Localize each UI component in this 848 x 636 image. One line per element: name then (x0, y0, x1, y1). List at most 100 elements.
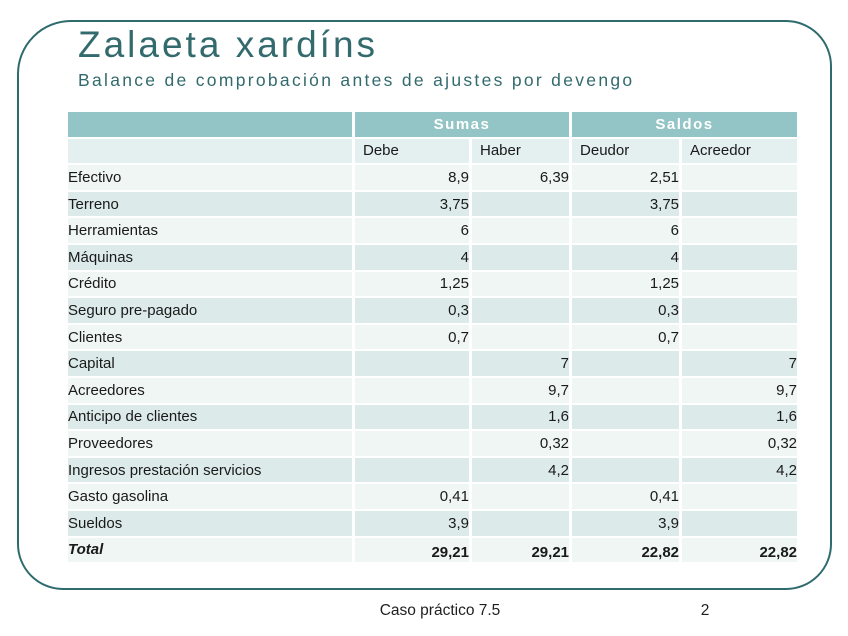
haber-cell: 1,6 (472, 404, 573, 432)
debe-cell: 0,7 (355, 324, 472, 352)
table-row: Seguro pre-pagado 0,3 0,3 (68, 298, 798, 325)
haber-cell: 6,39 (472, 165, 573, 192)
deudor-cell: 3,75 (572, 191, 683, 219)
deudor-cell: 0,7 (572, 324, 683, 352)
acreedor-cell (682, 324, 798, 352)
acreedor-cell (682, 271, 798, 299)
account-cell: Máquinas (68, 244, 355, 272)
deudor-cell: 3,9 (572, 510, 683, 538)
table-row: Anticipo de clientes 1,6 1,6 (68, 404, 798, 432)
acreedor-cell (682, 298, 798, 325)
haber-cell (472, 484, 573, 511)
account-cell: Anticipo de clientes (68, 404, 355, 432)
account-cell: Gasto gasolina (68, 484, 355, 511)
table-body: Efectivo 8,9 6,39 2,51 Terreno 3,75 3,75 Herram… (68, 165, 798, 565)
haber-cell: 29,21 (472, 537, 573, 565)
acreedor-cell: 4,2 (682, 457, 798, 485)
group-header-saldos: Saldos (572, 112, 798, 139)
debe-cell (355, 431, 472, 458)
acreedor-cell (682, 165, 798, 192)
table-row: Máquinas 4 4 (68, 244, 798, 272)
debe-cell: 6 (355, 218, 472, 245)
haber-cell: 0,32 (472, 431, 573, 458)
debe-cell (355, 457, 472, 485)
deudor-cell (572, 351, 683, 378)
trial-balance-table: Sumas Saldos Debe Haber Deudor Acreedor Efect… (68, 112, 798, 565)
debe-cell: 0,3 (355, 298, 472, 325)
account-cell: Capital (68, 351, 355, 378)
account-cell: Clientes (68, 324, 355, 352)
debe-cell (355, 404, 472, 432)
acreedor-cell (682, 191, 798, 219)
debe-cell: 8,9 (355, 165, 472, 192)
table-header: Sumas Saldos Debe Haber Deudor Acreedor (68, 112, 798, 166)
slide-subtitle: Balance de comprobación antes de ajustes… (78, 70, 635, 90)
haber-cell (472, 271, 573, 299)
column-header-haber: Haber (472, 138, 573, 166)
slide-border-frame (17, 20, 832, 590)
page-number: 2 (700, 602, 710, 619)
column-header-deudor: Deudor (572, 138, 683, 166)
debe-cell: 0,41 (355, 484, 472, 511)
column-header-debe: Debe (355, 138, 472, 166)
account-cell: Efectivo (68, 165, 355, 192)
acreedor-cell: 0,32 (682, 431, 798, 458)
deudor-cell: 0,3 (572, 298, 683, 325)
table-row: Herramientas 6 6 (68, 218, 798, 245)
acreedor-cell: 22,82 (682, 537, 798, 565)
haber-cell (472, 191, 573, 219)
slide-title: Zalaeta xardíns (78, 24, 379, 65)
table-row: Acreedores 9,7 9,7 (68, 377, 798, 405)
haber-cell (472, 218, 573, 245)
deudor-cell (572, 457, 683, 485)
debe-cell: 4 (355, 244, 472, 272)
debe-cell: 1,25 (355, 271, 472, 299)
acreedor-cell (682, 218, 798, 245)
account-cell: Terreno (68, 191, 355, 219)
table-row: Ingresos prestación servicios 4,2 4,2 (68, 457, 798, 485)
haber-cell (472, 244, 573, 272)
table-row: Terreno 3,75 3,75 (68, 191, 798, 219)
account-cell: Seguro pre-pagado (68, 298, 355, 325)
account-cell: Ingresos prestación servicios (68, 457, 355, 485)
group-header-sumas: Sumas (355, 112, 573, 139)
haber-cell (472, 324, 573, 352)
table-row: Crédito 1,25 1,25 (68, 271, 798, 299)
total-row: Total 29,21 29,21 22,82 22,82 (68, 537, 798, 565)
deudor-cell (572, 404, 683, 432)
acreedor-cell (682, 510, 798, 538)
account-cell: Acreedores (68, 377, 355, 405)
account-cell: Crédito (68, 271, 355, 299)
table-row: Proveedores 0,32 0,32 (68, 431, 798, 458)
account-cell: Total (68, 537, 355, 565)
column-header-acreedor: Acreedor (682, 138, 798, 166)
haber-cell (472, 510, 573, 538)
deudor-cell: 0,41 (572, 484, 683, 511)
footer-caption: Caso práctico 7.5 (379, 602, 501, 619)
account-cell: Herramientas (68, 218, 355, 245)
acreedor-cell (682, 244, 798, 272)
table-row: Capital 7 7 (68, 351, 798, 378)
haber-cell: 4,2 (472, 457, 573, 485)
acreedor-cell: 9,7 (682, 377, 798, 405)
table-row: Clientes 0,7 0,7 (68, 324, 798, 352)
acreedor-cell (682, 484, 798, 511)
debe-cell: 29,21 (355, 537, 472, 565)
debe-cell (355, 351, 472, 378)
debe-cell (355, 377, 472, 405)
debe-cell: 3,75 (355, 191, 472, 219)
account-cell: Sueldos (68, 510, 355, 538)
deudor-cell: 6 (572, 218, 683, 245)
haber-cell (472, 298, 573, 325)
group-header-empty (68, 112, 355, 139)
deudor-cell: 4 (572, 244, 683, 272)
account-cell: Proveedores (68, 431, 355, 458)
haber-cell: 9,7 (472, 377, 573, 405)
deudor-cell: 22,82 (572, 537, 683, 565)
deudor-cell (572, 377, 683, 405)
table-row: Efectivo 8,9 6,39 2,51 (68, 165, 798, 192)
table-row: Gasto gasolina 0,41 0,41 (68, 484, 798, 511)
haber-cell: 7 (472, 351, 573, 378)
deudor-cell (572, 431, 683, 458)
